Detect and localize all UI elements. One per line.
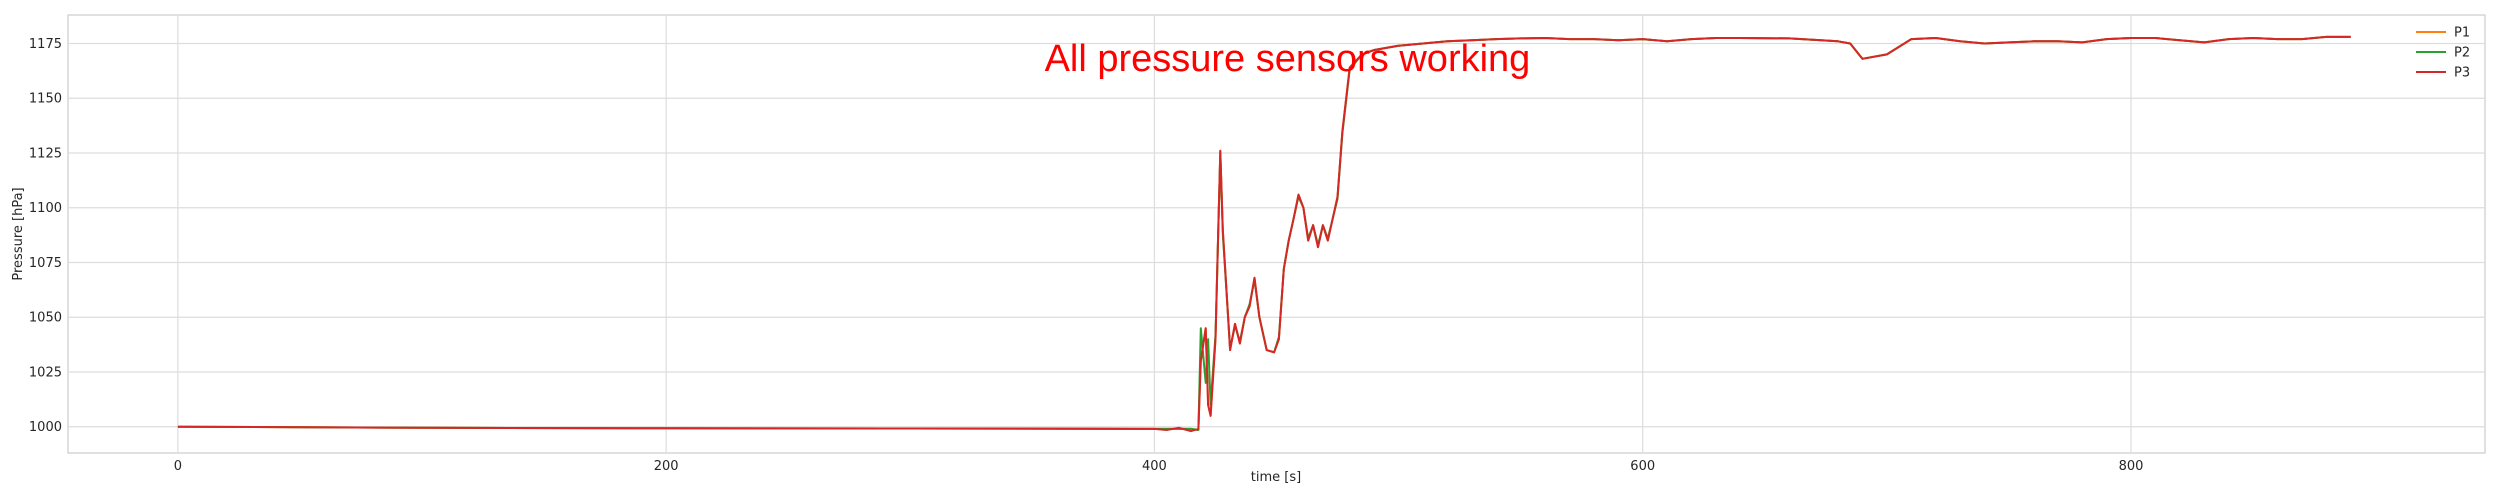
x-axis-label: time [s] bbox=[1251, 470, 1301, 485]
series-line-p3 bbox=[177, 35, 2351, 433]
x-tick-label: 600 bbox=[1630, 459, 1655, 474]
y-tick-label: 1125 bbox=[29, 146, 62, 161]
x-tick-label: 0 bbox=[174, 459, 182, 474]
annotation-text: All pressure sensors working bbox=[1045, 38, 1531, 80]
y-tick-label: 1000 bbox=[29, 420, 62, 435]
legend-label-p1: P1 bbox=[2454, 26, 2470, 41]
legend-label-p2: P2 bbox=[2454, 46, 2470, 61]
y-tick-label: 1150 bbox=[29, 92, 62, 107]
x-tick-label: 200 bbox=[654, 459, 679, 474]
y-tick-label: 1175 bbox=[29, 37, 62, 52]
tick-labels: 0 200 400 600 800 1000 1025 1050 1075 1100 1125 115… bbox=[29, 37, 2144, 474]
plot-area bbox=[67, 14, 2486, 454]
series-layer bbox=[177, 35, 2351, 433]
y-axis-label: Pressure [hPa] bbox=[11, 187, 26, 280]
y-tick-label: 1075 bbox=[29, 256, 62, 271]
x-tick-label: 400 bbox=[1142, 459, 1167, 474]
x-tick-label: 800 bbox=[2119, 459, 2144, 474]
legend: P1 P2 P3 bbox=[2416, 26, 2470, 81]
grid bbox=[68, 15, 2485, 453]
legend-label-p3: P3 bbox=[2454, 66, 2470, 81]
y-tick-label: 1050 bbox=[29, 311, 62, 326]
y-tick-label: 1100 bbox=[29, 201, 62, 216]
y-tick-label: 1025 bbox=[29, 365, 62, 380]
